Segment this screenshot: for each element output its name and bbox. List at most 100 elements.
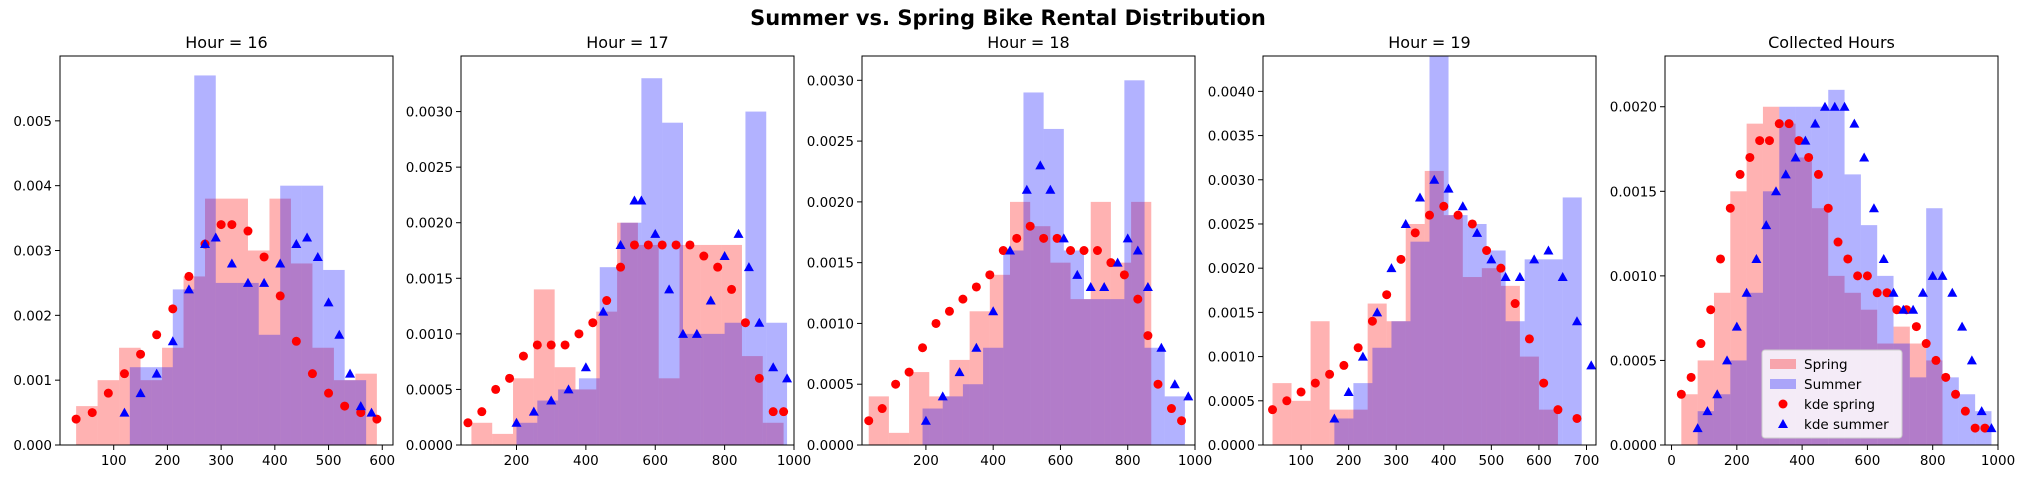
kde-spring-point bbox=[727, 284, 737, 294]
x-tick-label: 0 bbox=[1667, 453, 1676, 469]
kde-summer-point bbox=[1414, 192, 1425, 202]
summer-hist-bar bbox=[1043, 128, 1064, 445]
spring-hist-bar bbox=[1386, 321, 1406, 445]
kde-spring-point bbox=[1510, 299, 1520, 309]
spring-hist-bar bbox=[312, 347, 334, 445]
y-tick-label: 0.005 bbox=[13, 114, 52, 130]
kde-spring-point bbox=[713, 262, 723, 272]
y-tick-label: 0.0000 bbox=[807, 438, 854, 454]
spring-hist-bar bbox=[1090, 201, 1111, 445]
kde-summer-point bbox=[242, 277, 253, 287]
kde-summer-point bbox=[988, 306, 999, 316]
kde-summer-point bbox=[1692, 423, 1703, 433]
spring-hist-bar bbox=[1310, 321, 1330, 445]
kde-summer-point bbox=[259, 277, 270, 287]
legend-label: Spring bbox=[1804, 357, 1848, 373]
summer-hist-bar bbox=[1124, 80, 1145, 445]
kde-summer-point bbox=[1557, 272, 1568, 282]
kde-summer-point bbox=[691, 328, 702, 338]
spring-hist-bar bbox=[1050, 262, 1071, 445]
kde-summer-point bbox=[1839, 101, 1850, 111]
kde-spring-point bbox=[1921, 339, 1931, 349]
kde-summer-point bbox=[135, 388, 146, 398]
kde-spring-point bbox=[768, 407, 778, 417]
kde-summer-point bbox=[1357, 351, 1368, 361]
spring-hist-bar bbox=[1538, 409, 1558, 445]
kde-summer-point bbox=[1058, 233, 1069, 243]
kde-summer-point bbox=[275, 258, 286, 268]
kde-summer-point bbox=[1457, 201, 1468, 211]
kde-spring-point bbox=[971, 282, 981, 292]
spring-hist-bar bbox=[1746, 123, 1763, 445]
spring-hist-bar bbox=[888, 432, 910, 445]
y-tick-label: 0.0015 bbox=[406, 271, 453, 287]
summer-hist-bar bbox=[558, 389, 579, 445]
kde-spring-point bbox=[1310, 378, 1320, 388]
summer-hist-bar bbox=[1713, 394, 1731, 445]
y-tick-label: 0.0015 bbox=[1610, 184, 1657, 200]
kde-summer-point bbox=[1819, 101, 1830, 111]
panel-1: Hour = 16 100 200 300 400 500 600 0.000 0.001 0.0… bbox=[13, 33, 395, 469]
kde-summer-point bbox=[1957, 321, 1968, 331]
summer-hist-bar bbox=[942, 396, 963, 445]
kde-summer-point bbox=[1400, 218, 1411, 228]
kde-spring-point bbox=[629, 240, 639, 250]
spring-hist-bar bbox=[247, 250, 270, 445]
spring-hist-bar bbox=[1909, 343, 1927, 445]
spring-hist-bar bbox=[949, 359, 970, 445]
kde-spring-point bbox=[227, 220, 237, 230]
kde-summer-point bbox=[1790, 152, 1801, 162]
y-tick-label: 0.0020 bbox=[807, 195, 854, 211]
spring-hist-bar bbox=[1697, 360, 1714, 445]
kde-summer-point bbox=[1486, 254, 1497, 264]
plot-area bbox=[1268, 56, 1596, 445]
summer-hist-bar bbox=[1746, 292, 1763, 445]
y-tick-label: 0.0005 bbox=[1610, 353, 1657, 369]
kde-spring-point bbox=[324, 388, 334, 398]
panel-title: Hour = 16 bbox=[185, 33, 267, 52]
kde-summer-point bbox=[743, 262, 754, 272]
spring-hist-bar bbox=[575, 389, 597, 445]
kde-spring-point bbox=[291, 336, 301, 346]
kde-summer-point bbox=[782, 373, 793, 383]
x-tick-label: 600 bbox=[642, 453, 668, 469]
kde-spring-point bbox=[931, 318, 941, 328]
kde-spring-point bbox=[1524, 334, 1534, 344]
legend-box bbox=[1761, 349, 1903, 439]
y-tick-label: 0.0015 bbox=[807, 256, 854, 272]
x-tick-label: 1000 bbox=[1178, 453, 1212, 469]
kde-spring-point bbox=[985, 270, 995, 280]
kde-summer-point bbox=[615, 239, 626, 249]
kde-spring-point bbox=[136, 349, 146, 359]
kde-spring-point bbox=[546, 340, 556, 350]
summer-hist-bar bbox=[194, 75, 216, 445]
kde-spring-point bbox=[1467, 219, 1477, 229]
summer-hist-bar bbox=[1144, 347, 1165, 445]
y-tick-label: 0.0020 bbox=[1208, 261, 1255, 277]
kde-spring-point bbox=[1553, 405, 1563, 415]
summer-hist-bar bbox=[323, 269, 345, 445]
kde-spring-point bbox=[864, 416, 874, 426]
summer-hist-bar bbox=[745, 111, 767, 445]
kde-spring-point bbox=[1706, 305, 1716, 315]
x-tick-label: 100 bbox=[101, 453, 127, 469]
kde-spring-point bbox=[1153, 379, 1163, 389]
spring-hist-bar bbox=[333, 380, 356, 445]
kde-summer-point bbox=[302, 232, 313, 242]
kde-spring-point bbox=[505, 373, 515, 383]
kde-summer-point bbox=[511, 417, 522, 427]
summer-hist-bar bbox=[1909, 377, 1927, 445]
y-tick-label: 0.003 bbox=[13, 244, 52, 260]
kde-spring-point bbox=[1853, 271, 1863, 281]
summer-hist-bar bbox=[172, 289, 195, 445]
summer-hist-bar bbox=[1926, 208, 1943, 445]
kde-summer-point bbox=[937, 391, 948, 401]
kde-spring-point bbox=[491, 384, 501, 394]
kde-spring-point bbox=[307, 369, 317, 379]
kde-spring-point bbox=[1676, 389, 1686, 399]
summer-hist-bar bbox=[280, 185, 302, 445]
kde-summer-point bbox=[1472, 227, 1483, 237]
kde-summer-point bbox=[1132, 245, 1143, 255]
summer-hist-bar bbox=[1486, 250, 1506, 445]
kde-spring-point bbox=[1453, 210, 1463, 220]
